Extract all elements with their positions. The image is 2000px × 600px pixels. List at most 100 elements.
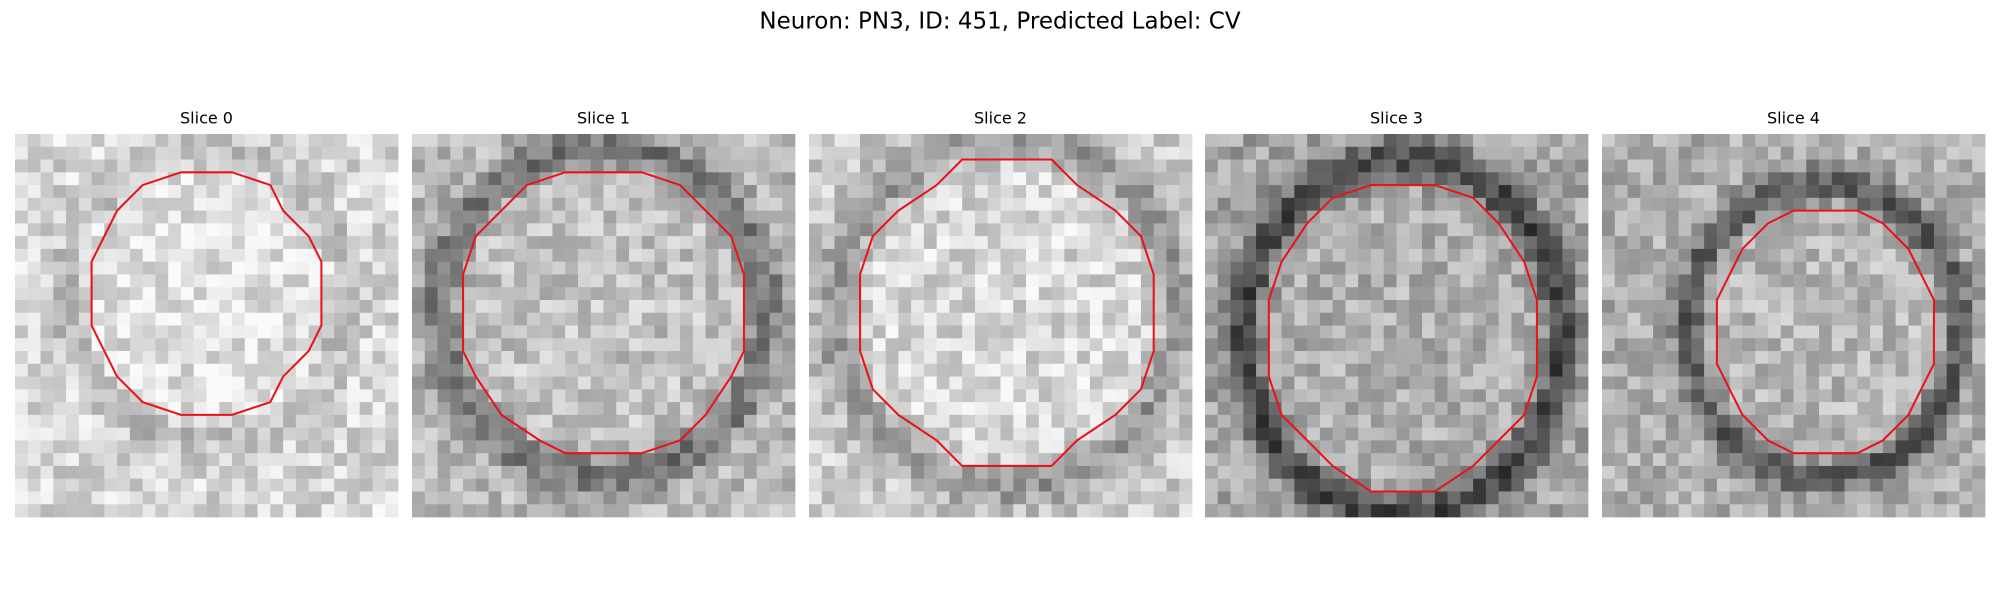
pixel — [1153, 248, 1167, 263]
pixel — [424, 504, 438, 518]
pixel — [1536, 172, 1551, 186]
pixel — [142, 453, 156, 467]
pixel — [1243, 325, 1257, 339]
pixel — [91, 299, 105, 314]
pixel — [1243, 351, 1257, 365]
pixel — [1767, 261, 1782, 275]
pixel — [295, 248, 310, 263]
pixel — [1614, 376, 1628, 390]
pixel — [66, 236, 80, 250]
pixel — [1959, 146, 1973, 160]
pixel — [1281, 465, 1295, 480]
pixel — [129, 325, 144, 339]
pixel — [1549, 185, 1563, 199]
pixel — [1243, 491, 1257, 505]
pixel — [565, 172, 579, 186]
pixel — [1640, 299, 1654, 314]
pixel — [1383, 376, 1397, 390]
pixel — [1281, 351, 1295, 365]
pixel — [692, 299, 707, 314]
pixel — [117, 172, 131, 186]
pixel — [1447, 274, 1461, 288]
pixel — [1051, 312, 1065, 326]
pixel — [1281, 491, 1295, 505]
pixel — [923, 261, 938, 275]
pixel — [1473, 440, 1487, 454]
pixel — [1511, 261, 1525, 275]
pixel — [1704, 414, 1718, 429]
pixel — [1972, 299, 1986, 314]
pixel — [155, 146, 169, 160]
pixel — [424, 351, 438, 365]
pixel — [603, 248, 617, 263]
pixel — [117, 414, 131, 429]
pixel — [782, 402, 796, 416]
pixel — [1256, 491, 1270, 505]
pixel — [692, 453, 707, 467]
pixel — [743, 134, 758, 148]
pixel — [1831, 274, 1845, 288]
pixel — [667, 491, 681, 505]
pixel — [1511, 223, 1525, 237]
pixel — [334, 159, 348, 173]
pixel — [565, 159, 579, 173]
pixel — [463, 274, 477, 288]
pixel — [1704, 274, 1718, 288]
pixel — [501, 223, 515, 237]
pixel — [1460, 172, 1474, 186]
pixel — [1921, 172, 1935, 186]
pixel — [565, 299, 579, 314]
pixel — [1882, 172, 1897, 186]
pixel — [488, 325, 502, 339]
pixel — [1933, 274, 1948, 288]
pixel — [1102, 146, 1116, 160]
pixel — [1678, 338, 1692, 352]
pixel — [129, 287, 144, 301]
pixel — [654, 236, 668, 250]
pixel — [923, 351, 938, 365]
pixel — [1691, 504, 1705, 518]
pixel — [385, 440, 399, 454]
pixel — [885, 197, 899, 211]
pixel — [1831, 185, 1845, 199]
pixel — [424, 312, 438, 326]
pixel — [1013, 223, 1027, 237]
pixel — [1704, 453, 1718, 467]
pixel — [78, 325, 92, 339]
pixel — [1857, 287, 1871, 301]
pixel — [206, 312, 220, 326]
pixel — [1332, 427, 1346, 441]
pixel — [372, 325, 386, 339]
pixel — [129, 491, 144, 505]
pixel — [1026, 312, 1040, 326]
pixel — [1716, 453, 1731, 467]
pixel — [1895, 299, 1909, 314]
pixel — [539, 402, 553, 416]
pixel — [424, 402, 438, 416]
pixel — [1959, 312, 1973, 326]
pixel — [1166, 236, 1180, 250]
pixel — [359, 248, 373, 263]
pixel — [117, 478, 131, 492]
pixel — [1383, 197, 1397, 211]
pixel — [1447, 453, 1461, 467]
pixel — [1026, 414, 1040, 429]
pixel — [936, 504, 950, 518]
pixel — [372, 261, 386, 275]
pixel — [1217, 338, 1231, 352]
pixel — [450, 389, 464, 403]
pixel — [552, 274, 566, 288]
pixel — [1972, 248, 1986, 263]
pixel — [1793, 504, 1807, 518]
pixel — [27, 159, 41, 173]
pixel — [629, 478, 643, 492]
pixel — [1077, 172, 1091, 186]
pixel — [667, 402, 681, 416]
pixel — [1536, 453, 1551, 467]
pixel — [450, 478, 464, 492]
pixel — [1153, 299, 1167, 314]
pixel — [705, 427, 719, 441]
pixel — [475, 299, 489, 314]
pixel — [1064, 414, 1078, 429]
pixel — [1243, 363, 1257, 377]
